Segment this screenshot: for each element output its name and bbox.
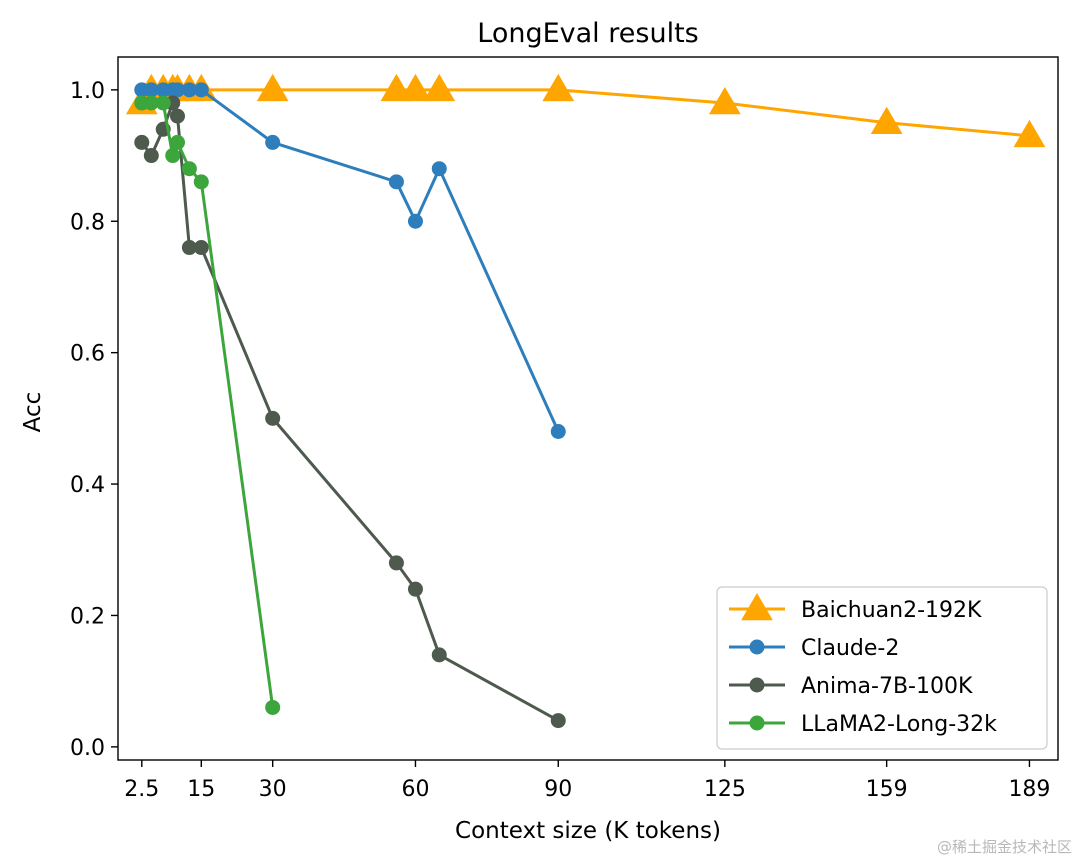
y-tick-label: 1.0: [70, 79, 105, 104]
watermark-text: @稀土掘金技术社区: [936, 838, 1072, 856]
data-point: [423, 73, 456, 102]
data-point: [143, 148, 159, 164]
x-tick-label: 30: [259, 777, 287, 802]
y-tick-label: 0.0: [70, 736, 105, 761]
legend-label: Anima-7B-100K: [801, 674, 973, 699]
series-llama2-long-32k: [134, 95, 281, 715]
data-point: [265, 699, 281, 715]
x-tick-label: 15: [187, 777, 215, 802]
x-tick-label: 125: [704, 777, 746, 802]
legend-entry: Claude-2: [729, 636, 899, 661]
data-point: [431, 647, 447, 663]
legend-marker: [749, 677, 765, 693]
data-point: [165, 148, 181, 164]
legend-label: Baichuan2-192K: [801, 598, 982, 623]
legend-entry: Anima-7B-100K: [729, 674, 973, 699]
series-layer: [125, 73, 1046, 729]
data-point: [169, 134, 185, 150]
data-point: [388, 174, 404, 190]
y-tick-label: 0.8: [70, 210, 105, 235]
y-tick-label: 0.2: [70, 604, 105, 629]
y-axis-label: Acc: [20, 392, 46, 433]
x-tick-label: 159: [866, 777, 908, 802]
data-point: [431, 161, 447, 177]
data-point: [155, 95, 171, 111]
plot-frame: [117, 56, 1059, 761]
x-tick-label: 60: [401, 777, 429, 802]
data-point: [388, 555, 404, 571]
data-point: [181, 161, 197, 177]
data-point: [542, 73, 575, 102]
data-point: [708, 86, 741, 115]
data-point: [550, 423, 566, 439]
data-point: [407, 581, 423, 597]
x-axis-label: Context size (K tokens): [455, 818, 721, 844]
axes: 2.5 15 30 60 90 125 159 189 0.0 0.2 0.4 0.6 0.8 1.0: [70, 56, 1059, 802]
data-point: [169, 108, 185, 124]
data-point: [265, 134, 281, 150]
series-anima-7b-100k: [134, 95, 566, 729]
data-point: [1013, 119, 1046, 148]
data-point: [399, 73, 432, 102]
legend-marker: [749, 715, 765, 731]
x-tick-label: 189: [1008, 777, 1050, 802]
legend-label: Claude-2: [801, 636, 899, 661]
data-point: [265, 410, 281, 426]
chart-title: LongEval results: [477, 18, 698, 49]
data-point: [134, 134, 150, 150]
data-point: [193, 240, 209, 256]
legend-marker: [749, 639, 765, 655]
data-point: [193, 174, 209, 190]
legend-entry: Baichuan2-192K: [729, 593, 982, 623]
legend-label: LLaMA2-Long-32k: [801, 712, 997, 737]
x-tick-label: 2.5: [124, 777, 159, 802]
y-tick-label: 0.4: [70, 473, 105, 498]
data-point: [193, 82, 209, 98]
legend-marker: [741, 593, 773, 621]
data-point: [870, 106, 903, 135]
x-tick-label: 90: [544, 777, 572, 802]
legend: Baichuan2-192K Claude-2 Anima-7B-100K LLaMA…: [716, 586, 1048, 750]
data-point: [256, 73, 289, 102]
legend-entry: LLaMA2-Long-32k: [729, 712, 997, 737]
y-tick-label: 0.6: [70, 342, 105, 367]
legend-box: [716, 586, 1048, 750]
data-point: [407, 213, 423, 229]
data-point: [550, 713, 566, 729]
